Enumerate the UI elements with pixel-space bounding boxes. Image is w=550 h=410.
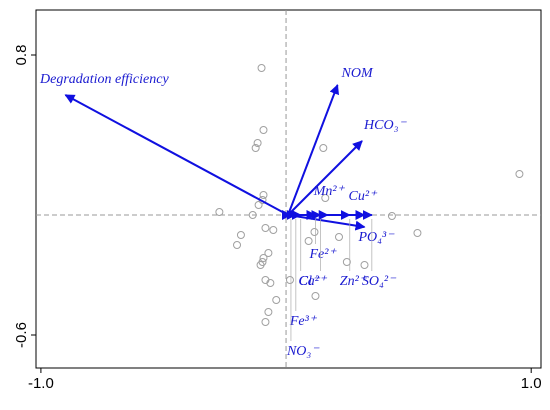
sample-point xyxy=(310,228,319,236)
arrow xyxy=(287,84,340,216)
arrow-label: Mn²⁺ xyxy=(313,184,346,199)
sample-point xyxy=(413,229,422,237)
sample-point xyxy=(259,191,268,199)
arrow-label: Cl⁻ xyxy=(299,274,321,289)
arrow xyxy=(287,214,366,231)
sample-point xyxy=(285,276,294,284)
y-tick-label: 0.8 xyxy=(13,45,30,66)
sample-point xyxy=(272,296,281,304)
sample-point xyxy=(264,308,273,316)
sample-point xyxy=(256,261,265,269)
arrow-label: HCO₃⁻ xyxy=(363,118,407,133)
sample-point xyxy=(335,233,343,241)
arrow-label: Fe³⁺ xyxy=(289,314,318,329)
arrow-label: SO₄²⁻ xyxy=(362,274,397,289)
arrow-label: Cu²⁺ xyxy=(348,189,378,204)
arrow-label: Fe²⁺ xyxy=(308,247,337,262)
arrow-label: NO₃⁻ xyxy=(286,344,320,359)
sample-point xyxy=(264,249,273,257)
sample-point xyxy=(342,258,351,266)
sample-point xyxy=(251,144,260,152)
sample-point xyxy=(311,292,320,300)
sample-point xyxy=(269,226,278,234)
arrow-label: NOM xyxy=(341,66,374,81)
sample-point xyxy=(215,208,224,216)
x-tick-label: -1.0 xyxy=(28,375,54,392)
sample-point xyxy=(248,211,257,219)
sample-point xyxy=(515,170,524,178)
sample-point xyxy=(259,254,268,262)
arrow xyxy=(64,94,289,216)
arrow-label: Ca²⁺ xyxy=(298,274,328,289)
sample-point xyxy=(233,241,242,249)
sample-point xyxy=(259,126,268,134)
x-tick-label: 1.0 xyxy=(521,375,542,392)
arrow-label: PO₄³⁻ xyxy=(357,230,395,245)
arrow-label: Degradation efficiency xyxy=(39,72,169,87)
sample-point xyxy=(360,261,369,269)
sample-point xyxy=(387,212,396,220)
sample-point xyxy=(319,144,328,152)
sample-point xyxy=(261,318,270,326)
y-tick-label: -0.6 xyxy=(13,322,30,348)
sample-point xyxy=(261,224,270,232)
sample-point xyxy=(236,231,245,239)
arrow xyxy=(287,140,363,216)
sample-point xyxy=(257,64,266,72)
sample-point xyxy=(304,237,313,245)
sample-point xyxy=(253,139,262,147)
sample-point xyxy=(266,279,275,287)
arrow-label: Zn²⁺ xyxy=(340,274,368,289)
sample-point xyxy=(254,201,263,209)
plot-frame xyxy=(35,9,542,369)
sample-point xyxy=(321,194,330,202)
